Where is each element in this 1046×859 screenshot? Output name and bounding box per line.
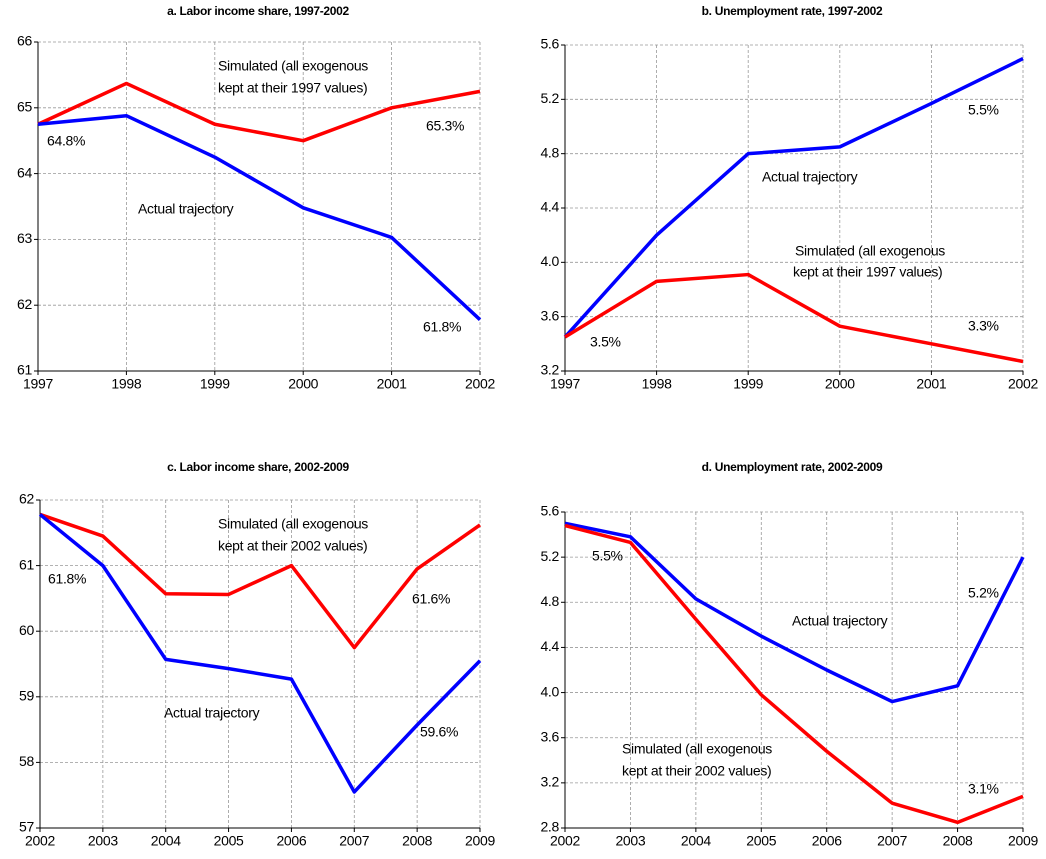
annotation: 61.8%: [423, 319, 461, 335]
panel-title: c. Labor income share, 2002-2009: [167, 460, 349, 474]
x-tick-label: 2002: [1008, 376, 1038, 392]
annotation: 59.6%: [420, 724, 458, 740]
y-tick-label: 62: [19, 491, 34, 507]
y-tick-label: 4.8: [540, 144, 559, 160]
y-tick-label: 61: [19, 556, 34, 572]
annotation: Actual trajectory: [792, 613, 888, 629]
annotation: kept at their 2002 values): [218, 538, 367, 554]
annotation: Simulated (all exogenous: [218, 516, 368, 532]
y-tick-label: 63: [17, 230, 32, 246]
x-tick-label: 2007: [339, 833, 369, 849]
x-tick-label: 2000: [288, 376, 318, 392]
x-tick-label: 1998: [642, 376, 672, 392]
series-line: [39, 512, 482, 650]
annotation: Actual trajectory: [164, 705, 260, 721]
annotation: 65.3%: [426, 118, 464, 134]
x-tick-label: 2002: [25, 833, 55, 849]
annotation: kept at their 1997 values): [793, 264, 942, 280]
panel: d. Unemployment rate, 2002-2009 2.8 3.2 3.6…: [540, 460, 1038, 849]
x-tick-label: 2002: [465, 376, 495, 392]
panel: a. Labor income share, 1997-2002 61 62 63 64…: [17, 4, 496, 392]
y-tick-label: 4.4: [540, 638, 559, 654]
annotation: 3.5%: [590, 334, 621, 350]
y-tick-label: 5.6: [540, 36, 559, 52]
panel: c. Labor income share, 2002-2009 57 58 59 60…: [19, 460, 496, 849]
x-tick-label: 2003: [88, 833, 118, 849]
x-tick-label: 1999: [200, 376, 230, 392]
x-tick-label: 2008: [943, 833, 973, 849]
series-line: [37, 113, 482, 321]
x-tick-label: 2005: [214, 833, 244, 849]
y-tick-label: 5.2: [540, 548, 559, 564]
y-tick-label: 65: [17, 99, 32, 115]
y-tick-label: 3.6: [540, 728, 559, 744]
y-tick-label: 61: [17, 362, 32, 378]
x-tick-label: 2006: [276, 833, 306, 849]
y-tick-label: 4.0: [540, 253, 559, 269]
x-tick-label: 2008: [402, 833, 432, 849]
y-tick-label: 64: [17, 164, 32, 180]
y-tick-label: 57: [19, 819, 34, 835]
x-tick-label: 1998: [111, 376, 141, 392]
x-tick-label: 2009: [1008, 833, 1038, 849]
x-tick-label: 2007: [877, 833, 907, 849]
x-tick-label: 2001: [377, 376, 407, 392]
y-tick-label: 59: [19, 688, 34, 704]
x-tick-label: 2009: [465, 833, 495, 849]
y-tick-label: 2.8: [540, 819, 559, 835]
annotation: Simulated (all exogenous: [622, 741, 772, 757]
annotation: Simulated (all exogenous: [795, 243, 945, 259]
series-line: [564, 272, 1024, 364]
x-tick-label: 1999: [733, 376, 763, 392]
series-line: [564, 523, 1024, 825]
x-tick-label: 2004: [681, 833, 711, 849]
x-tick-label: 2005: [746, 833, 776, 849]
annotation: 5.5%: [968, 102, 999, 118]
x-tick-label: 2000: [825, 376, 855, 392]
annotation: kept at their 1997 values): [218, 80, 367, 96]
series-line: [38, 513, 482, 794]
series-line: [563, 57, 1024, 339]
y-tick-label: 3.2: [540, 362, 559, 378]
series-line: [37, 81, 481, 143]
x-tick-label: 1997: [550, 376, 580, 392]
y-tick-label: 4.8: [540, 593, 559, 609]
panel-title: a. Labor income share, 1997-2002: [167, 4, 349, 18]
y-tick-label: 4.0: [540, 683, 559, 699]
annotation: kept at their 2002 values): [622, 763, 771, 779]
x-tick-label: 2006: [812, 833, 842, 849]
x-tick-label: 2001: [916, 376, 946, 392]
y-tick-label: 5.6: [540, 503, 559, 519]
annotation: 64.8%: [47, 133, 85, 149]
annotation: 3.1%: [968, 781, 999, 797]
x-tick-label: 2002: [550, 833, 580, 849]
annotation: 5.2%: [968, 585, 999, 601]
y-tick-label: 3.6: [540, 307, 559, 323]
annotation: 3.3%: [968, 318, 999, 334]
annotation: Actual trajectory: [138, 201, 234, 217]
annotation: 61.6%: [412, 591, 450, 607]
annotation: 5.5%: [592, 548, 623, 564]
y-tick-label: 60: [19, 622, 34, 638]
x-tick-label: 2003: [615, 833, 645, 849]
x-tick-label: 1997: [23, 376, 53, 392]
panel-title: b. Unemployment rate, 1997-2002: [702, 4, 883, 18]
x-tick-label: 2004: [151, 833, 181, 849]
panel-title: d. Unemployment rate, 2002-2009: [702, 460, 883, 474]
panel: b. Unemployment rate, 1997-2002 3.2 3.6 4.0…: [540, 4, 1038, 392]
y-tick-label: 5.2: [540, 90, 559, 106]
annotation: Simulated (all exogenous: [218, 58, 368, 74]
y-tick-label: 4.4: [540, 199, 559, 215]
series-line: [564, 521, 1025, 704]
y-tick-label: 66: [17, 33, 32, 49]
annotation: Actual trajectory: [762, 169, 858, 185]
annotation: 61.8%: [48, 571, 86, 587]
y-tick-label: 58: [19, 753, 34, 769]
y-tick-label: 3.2: [540, 774, 559, 790]
y-tick-label: 62: [17, 296, 32, 312]
